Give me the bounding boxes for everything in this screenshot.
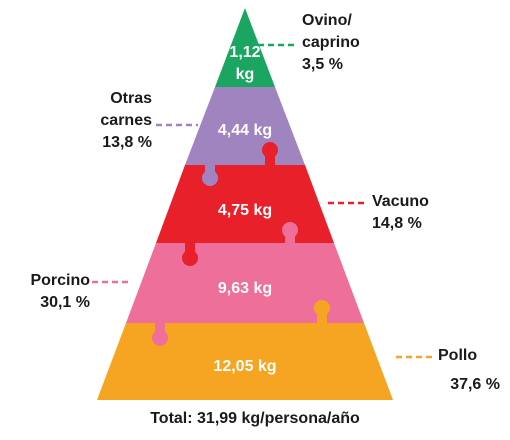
layer-share: 30,1 % [40, 294, 90, 311]
layer-kg: 4,75 kg [217, 202, 273, 219]
layer-name: Vacuno [372, 193, 429, 210]
layer-kg: 9,63 kg [217, 280, 273, 297]
layer-share: 14,8 % [372, 215, 422, 232]
puzzle-knob [205, 163, 215, 177]
layer-name: Otras [110, 90, 152, 107]
layer-kg: 1,12 kg [229, 44, 261, 83]
layer-pollo [97, 323, 393, 400]
layer-kg: 12,05 kg [213, 358, 277, 375]
layer-name: carnes [100, 112, 152, 129]
layer-name: Pollo [438, 347, 478, 364]
layer-share: 3,5 % [302, 56, 343, 73]
puzzle-knob [317, 308, 327, 324]
puzzle-knob [265, 150, 275, 166]
layer-share: 13,8 % [102, 134, 152, 151]
puzzle-knob [285, 230, 295, 244]
layer-ovino [215, 8, 275, 87]
layer-name: Porcino [30, 272, 90, 289]
layer-share: 37,6 % [450, 376, 500, 393]
layer-kg: 4,44 kg [217, 122, 273, 139]
puzzle-knob [185, 241, 195, 257]
total-label: Total: 31,99 kg/persona/año [150, 410, 360, 427]
layer-name: Ovino/ [302, 12, 352, 29]
puzzle-knob [155, 321, 165, 337]
layer-name: caprino [302, 34, 360, 51]
